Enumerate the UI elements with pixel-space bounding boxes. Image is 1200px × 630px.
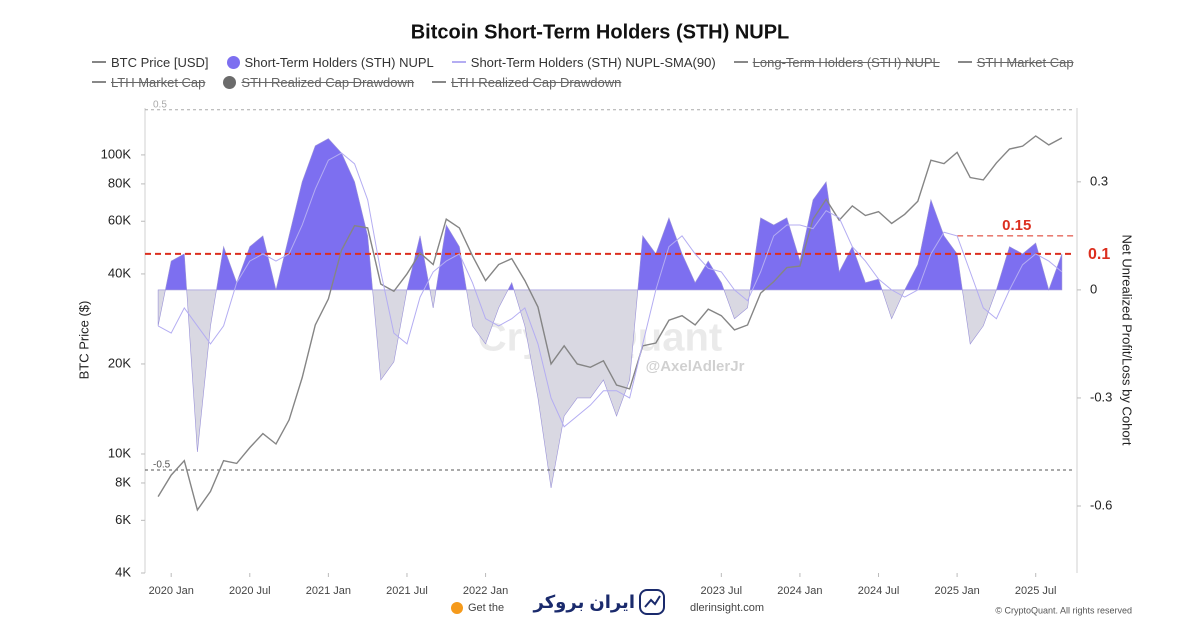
legend-swatch (92, 61, 106, 63)
x-tick-label: 2025 Jul (1015, 585, 1057, 597)
x-tick-label: 2021 Jan (306, 585, 351, 597)
y2-axis-label: Net Unrealized Profit/Loss by Cohort (1120, 235, 1135, 446)
footer-left: Get the (468, 602, 504, 614)
y-tick-label: 8K (115, 474, 131, 489)
x-tick-label: 2021 Jul (386, 585, 428, 597)
legend-swatch (226, 55, 240, 69)
x-tick-label: 2025 Jan (934, 585, 979, 597)
legend-swatch (733, 61, 748, 63)
y-tick-label: 20K (108, 355, 131, 370)
y2-tick-label: 0 (1090, 281, 1097, 296)
legend-item[interactable]: STH Market Cap (957, 53, 1074, 71)
logo-box (515, 583, 690, 623)
footer-logo: ایران بروکر (533, 592, 635, 613)
footer-mid: dlerinsight.com (690, 602, 764, 614)
legend-label: STH Realized Cap Drawdown (241, 74, 415, 90)
legend-swatch (92, 81, 106, 83)
y-axis-label: BTC Price ($) (76, 301, 91, 380)
x-tick-label: 2024 Jul (858, 585, 900, 597)
legend-label: Long-Term Holders (STH) NUPL (752, 54, 940, 70)
legend-swatch (432, 81, 447, 83)
y-tick-label: 80K (108, 175, 131, 190)
watermark-handle: @AxelAdlerJr (646, 358, 745, 375)
legend-swatch (957, 61, 972, 63)
legend-label: BTC Price [USD] (111, 54, 209, 70)
copyright: © CryptoQuant. All rights reserved (995, 605, 1132, 615)
legend-item[interactable]: STH Realized Cap Drawdown (223, 73, 414, 91)
legend-label: LTH Market Cap (111, 74, 206, 90)
y-tick-label: 6K (115, 512, 131, 527)
y-tick-label: 60K (108, 213, 131, 228)
reference-label: 0.1 (1088, 246, 1110, 263)
sma-line (157, 152, 1063, 428)
reference-label: -0.5 (153, 460, 171, 471)
price-line (157, 135, 1063, 512)
legend: BTC Price [USD] Short-Term Holders (STH) … (92, 53, 1132, 91)
y-tick-label: 100K (101, 146, 132, 161)
reference-label: 0.15 (1002, 217, 1031, 234)
logo-icon-arrow (644, 595, 661, 608)
plot: 4K 6K 8K 10K 20K 40K 60K 80K 100K -0.6 -0.3 0 0.3 202… (101, 99, 1113, 596)
legend-item[interactable]: LTH Market Cap (92, 73, 205, 91)
legend-label: Short-Term Holders (STH) NUPL-SMA(90) (470, 54, 716, 70)
y2-tick-label: 0.3 (1090, 173, 1108, 188)
legend-item[interactable]: Short-Term Holders (STH) NUPL-SMA(90) (451, 53, 716, 71)
legend-swatch (223, 75, 237, 89)
y2-tick-label: -0.6 (1090, 497, 1112, 512)
x-tick-label: 2020 Jan (149, 585, 194, 597)
reference-label: 0.5 (153, 99, 167, 110)
legend-item[interactable]: Short-Term Holders (STH) NUPL (226, 53, 434, 71)
nupl-area (157, 138, 1063, 489)
x-tick-label: 2022 Jan (463, 585, 508, 597)
y-tick-label: 4K (115, 564, 131, 579)
legend-item[interactable]: BTC Price [USD] (92, 53, 209, 71)
legend-label: LTH Realized Cap Drawdown (451, 74, 622, 90)
y-tick-label: 40K (108, 265, 131, 280)
chart-title: Bitcoin Short-Term Holders (STH) NUPL (411, 21, 790, 43)
legend-swatch (451, 61, 466, 63)
legend-item[interactable]: LTH Realized Cap Drawdown (432, 73, 621, 91)
legend-item[interactable]: Long-Term Holders (STH) NUPL (733, 53, 940, 71)
logo-icon (639, 589, 665, 615)
x-tick-label: 2023 Jul (701, 585, 743, 597)
y-tick-label: 10K (108, 445, 131, 460)
x-tick-label: 2020 Jul (229, 585, 271, 597)
y2-tick-label: -0.3 (1090, 389, 1112, 404)
x-tick-label: 2024 Jan (777, 585, 822, 597)
legend-label: STH Market Cap (976, 54, 1074, 70)
footer-icon (451, 602, 463, 614)
legend-label: Short-Term Holders (STH) NUPL (244, 54, 434, 70)
